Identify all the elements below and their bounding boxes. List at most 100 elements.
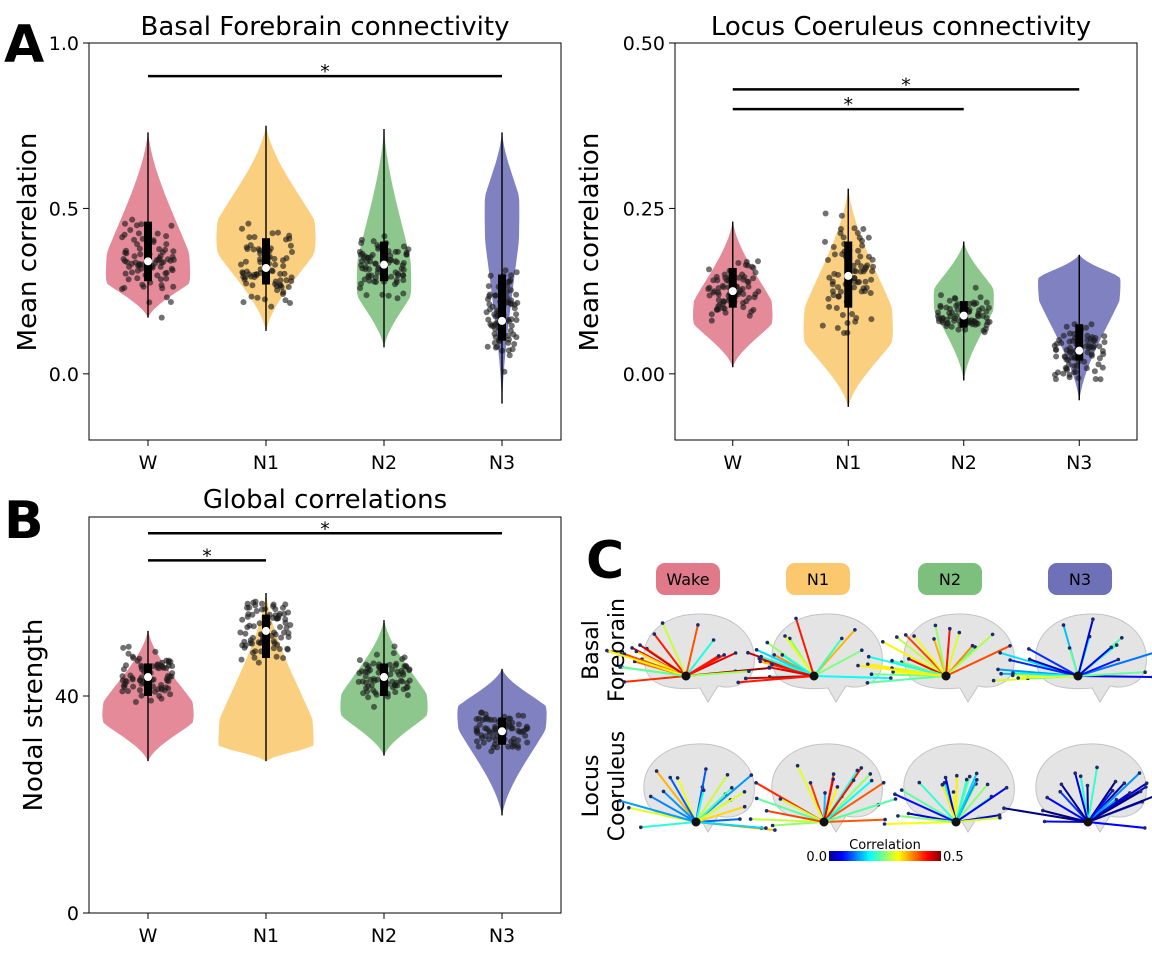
data-point [511,341,518,347]
node-dot [890,658,894,663]
data-point [358,236,365,243]
data-point [248,293,255,300]
data-point [480,739,487,746]
node-dot [831,777,835,782]
data-point [522,732,529,739]
node-dot [866,654,871,659]
connection-line [676,777,697,823]
connection-line [1077,618,1094,677]
data-point [1099,364,1106,371]
connection-line [1087,767,1098,823]
connection-line [662,790,697,823]
data-point [356,657,363,664]
data-point [710,289,717,296]
connection-line [955,783,989,823]
data-point [121,284,128,291]
data-point [947,313,954,320]
data-point [492,325,499,332]
node-dot [638,643,642,647]
colorbar-min-label: 0.0 [806,850,827,865]
data-point [1056,337,1063,343]
data-point [138,663,145,670]
data-point [1071,363,1078,369]
data-point [387,252,394,259]
data-point [168,265,175,272]
connection-line [1077,652,1152,677]
data-point [239,225,245,232]
data-point [392,689,399,696]
node-dot [1109,645,1114,650]
node-dot [831,772,836,776]
node-dot [618,665,622,669]
data-point [831,251,838,258]
node-dot [1144,781,1149,785]
connection-line [796,765,825,823]
node-dot [701,788,706,792]
data-point [122,270,129,277]
data-point [365,272,372,279]
data-point [400,272,407,279]
node-dot [1138,789,1143,794]
node-dot [738,817,742,821]
node-dot [742,790,747,794]
node-dot [868,772,873,776]
data-point [476,715,482,722]
node-dot [859,766,864,770]
data-point [373,651,380,658]
data-point [370,687,377,694]
colorbar-max-label: 0.5 [943,850,964,865]
data-point [492,723,499,730]
data-point [1075,375,1082,381]
row-label-basal-forebrain: Basal Forebrain [579,598,630,702]
brain-map [856,613,1015,703]
data-point [261,296,268,303]
node-dot [943,775,948,780]
data-point [722,274,729,281]
node-dot [955,773,959,778]
node-dot [622,680,627,684]
data-point [983,314,990,321]
data-point [396,671,403,678]
node-dot [743,676,748,681]
data-point [370,238,377,245]
node-dot [780,653,785,657]
data-point [390,650,397,657]
data-point [157,276,164,283]
data-point [241,644,248,651]
node-dot [627,806,631,810]
y-tick-label: 0.5 [49,198,79,220]
node-dot [975,778,979,782]
connection-line [695,818,740,823]
node-dot [889,676,893,680]
connection-line [779,798,825,823]
data-point [854,230,861,236]
node-dot [759,654,763,659]
data-point [755,288,762,295]
node-dot [704,767,708,771]
data-point [374,242,381,249]
connection-line [756,797,825,823]
data-point [748,308,755,315]
connection-line [1009,659,1079,677]
connection-line [867,675,947,684]
data-point [253,608,260,614]
data-point [257,250,264,257]
chart-title: Locus Coeruleus connectivity [711,12,1091,42]
data-point [272,261,279,268]
data-point [167,299,174,305]
data-point [735,291,742,298]
data-point [135,230,142,237]
data-point [276,646,283,652]
node-dot [795,763,800,768]
data-point [511,305,518,312]
data-point [288,274,295,281]
data-point [968,319,975,326]
colorbar-title: Correlation [849,838,921,853]
data-point [825,295,832,302]
node-dot [654,769,659,773]
data-point [509,346,516,353]
node-dot [1073,771,1077,775]
data-point [119,688,126,695]
data-point [491,741,498,748]
data-point [515,721,522,728]
